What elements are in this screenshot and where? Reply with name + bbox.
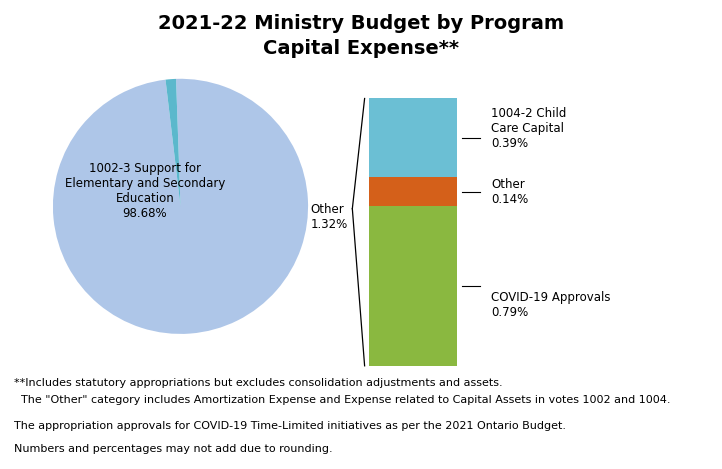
Text: COVID-19 Approvals
0.79%: COVID-19 Approvals 0.79% xyxy=(491,291,611,318)
Wedge shape xyxy=(53,79,308,334)
Bar xyxy=(370,98,457,177)
Wedge shape xyxy=(165,79,180,206)
Text: 1002-3 Support for
Elementary and Secondary
Education
98.68%: 1002-3 Support for Elementary and Second… xyxy=(64,162,225,220)
Text: The "Other" category includes Amortization Expense and Expense related to Capita: The "Other" category includes Amortizati… xyxy=(14,395,671,405)
Text: The appropriation approvals for COVID-19 Time-Limited initiatives as per the 202: The appropriation approvals for COVID-19… xyxy=(14,421,567,431)
Text: Numbers and percentages may not add due to rounding.: Numbers and percentages may not add due … xyxy=(14,444,333,454)
Bar xyxy=(370,206,457,366)
Text: **Includes statutory appropriations but excludes consolidation adjustments and a: **Includes statutory appropriations but … xyxy=(14,378,503,387)
Bar xyxy=(370,177,457,206)
Text: Other
1.32%: Other 1.32% xyxy=(310,203,348,231)
Text: Other
0.14%: Other 0.14% xyxy=(491,178,529,205)
Text: 1004-2 Child
Care Capital
0.39%: 1004-2 Child Care Capital 0.39% xyxy=(491,107,566,150)
Text: 2021-22 Ministry Budget by Program
Capital Expense**: 2021-22 Ministry Budget by Program Capit… xyxy=(158,14,564,58)
